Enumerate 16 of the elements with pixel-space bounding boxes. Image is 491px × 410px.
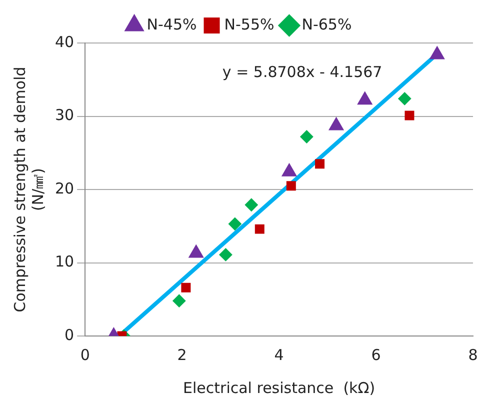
x-tick-label: 4 (274, 346, 284, 364)
x-tick-label: 8 (468, 346, 478, 364)
x-tick-label: 6 (371, 346, 381, 364)
y-tick-label: 30 (54, 106, 74, 124)
y-tick-label: 40 (54, 32, 74, 51)
legend-label: N-45% (146, 15, 197, 34)
legend-label: N-55% (224, 15, 274, 34)
y-tick-label: 20 (54, 179, 74, 198)
legend-label: N-65% (302, 15, 352, 34)
x-tick-label: 0 (80, 346, 90, 364)
x-tick-label: 2 (177, 346, 187, 364)
x-axis-title: Electrical resistance (kΩ) (183, 378, 376, 397)
y-axis-title: Compressive strength at demold (N/㎟) (10, 66, 47, 312)
y-tick-label: 10 (54, 252, 74, 271)
annotation: y = 5.8708x - 4.1567 (222, 62, 382, 81)
y-tick-label: 0 (64, 326, 74, 344)
